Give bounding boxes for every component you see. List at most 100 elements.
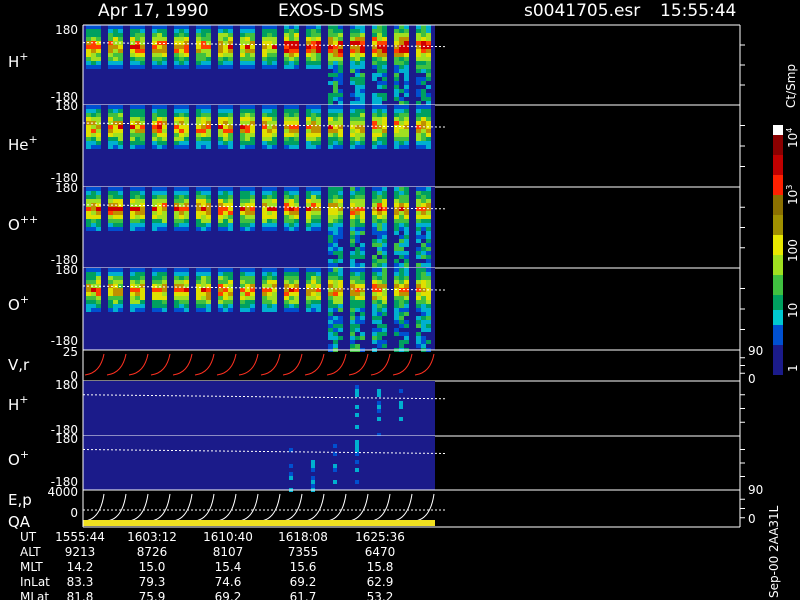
spectrogram-cell (360, 268, 365, 272)
spectrogram-cell (311, 480, 315, 484)
spectrogram-cell (328, 227, 333, 231)
spectrogram-cell (377, 344, 382, 348)
spectrogram-cell (157, 133, 162, 137)
spectrogram-cell (328, 215, 333, 219)
spectrogram-cell (404, 324, 409, 328)
spectrogram-cell (372, 57, 377, 61)
spectrogram-cell (284, 57, 289, 61)
spectrogram-cell (306, 280, 311, 284)
spectrogram-cell (179, 288, 184, 292)
spectrogram-cell (404, 195, 409, 199)
spectrogram-cell (306, 117, 311, 121)
spectrogram-cell (355, 393, 359, 397)
spectrogram-cell (223, 105, 228, 109)
spectrogram-cell (196, 215, 201, 219)
spectrogram-cell (113, 268, 118, 272)
spectrogram-cell (162, 300, 167, 304)
spectrogram-cell (382, 61, 387, 65)
spectrogram-cell (86, 292, 91, 296)
spectrogram-cell (377, 49, 382, 53)
spectrogram-cell (179, 113, 184, 117)
sweep-curve (106, 353, 127, 376)
spectrogram-cell (350, 255, 355, 259)
spectrogram-cell (206, 300, 211, 304)
spectrogram-cell (267, 304, 272, 308)
spectrogram-cell (96, 195, 101, 199)
spectrogram-cell (240, 187, 245, 191)
spectrogram-cell (218, 308, 223, 312)
tick-label: -180 (51, 90, 78, 104)
spectrogram-cell (130, 61, 135, 65)
spectrogram-cell (118, 109, 123, 113)
spectrogram-cell (86, 109, 91, 113)
spectrogram-cell (140, 113, 145, 117)
spectrogram-cell (201, 195, 206, 199)
spectrogram-cell (328, 125, 333, 129)
spectrogram-cell (316, 33, 321, 37)
spectrogram-cell (311, 65, 316, 69)
spectrogram-cell (338, 57, 343, 61)
spectrogram-cell (201, 292, 206, 296)
spectrogram-cell (91, 268, 96, 272)
spectrogram-cell (250, 125, 255, 129)
spectrogram-cell (289, 223, 294, 227)
spectrogram-cell (113, 276, 118, 280)
spectrogram-cell (201, 105, 206, 109)
spectrogram-cell (328, 276, 333, 280)
spectrogram-cell (426, 340, 431, 344)
spectrogram-cell (350, 272, 355, 276)
spectrogram-cell (399, 53, 404, 57)
spectrogram-cell (360, 296, 365, 300)
spectrogram-cell (262, 45, 267, 49)
spectrogram-cell (350, 251, 355, 255)
spectrogram-cell (426, 296, 431, 300)
spectrogram-cell (267, 272, 272, 276)
spectrogram-cell (250, 113, 255, 117)
spectrogram-cell (240, 109, 245, 113)
spectrogram-cell (272, 45, 277, 49)
spectrogram-cell (108, 280, 113, 284)
spectrogram-cell (140, 272, 145, 276)
spectrogram-cell (262, 288, 267, 292)
spectrogram-cell (294, 191, 299, 195)
spectrogram-cell (306, 49, 311, 53)
spectrogram-cell (96, 53, 101, 57)
spectrogram-cell (333, 292, 338, 296)
spectrogram-cell (426, 187, 431, 191)
spectrogram-cell (245, 121, 250, 125)
spectrogram-cell (338, 109, 343, 113)
spectrogram-cell (113, 207, 118, 211)
spectrogram-cell (267, 268, 272, 272)
spectrogram-cell (399, 69, 404, 73)
spectrogram-cell (350, 304, 355, 308)
spectrogram-cell (394, 45, 399, 49)
spectrogram-cell (377, 41, 382, 45)
spectrogram-cell (372, 255, 377, 259)
sweep-curve (282, 353, 303, 376)
spectrogram-cell (157, 296, 162, 300)
spectrogram-cell (311, 113, 316, 117)
spectrogram-cell (328, 105, 333, 109)
spectrogram-cell (140, 105, 145, 109)
spectrogram-cell (333, 464, 337, 468)
spectrogram-cell (338, 231, 343, 235)
spectrogram-cell (404, 145, 409, 149)
spectrogram-cell (372, 93, 377, 97)
spectrogram-cell (333, 316, 338, 320)
spectrogram-cell (382, 141, 387, 145)
spectrogram-cell (328, 29, 333, 33)
spectrogram-cell (108, 37, 113, 41)
spectrogram-cell (245, 308, 250, 312)
spectrogram-cell (284, 292, 289, 296)
spectrogram-cell (377, 268, 382, 272)
tick-label: -180 (51, 334, 78, 348)
spectrogram-cell (311, 117, 316, 121)
spectrogram-cell (338, 133, 343, 137)
table-cell: 14.2 (67, 560, 94, 574)
spectrogram-cell (272, 284, 277, 288)
spectrogram-cell (372, 263, 377, 267)
spectrogram-cell (130, 33, 135, 37)
spectrogram-cell (338, 300, 343, 304)
spectrogram-cell (96, 308, 101, 312)
spectrogram-cell (228, 133, 233, 137)
